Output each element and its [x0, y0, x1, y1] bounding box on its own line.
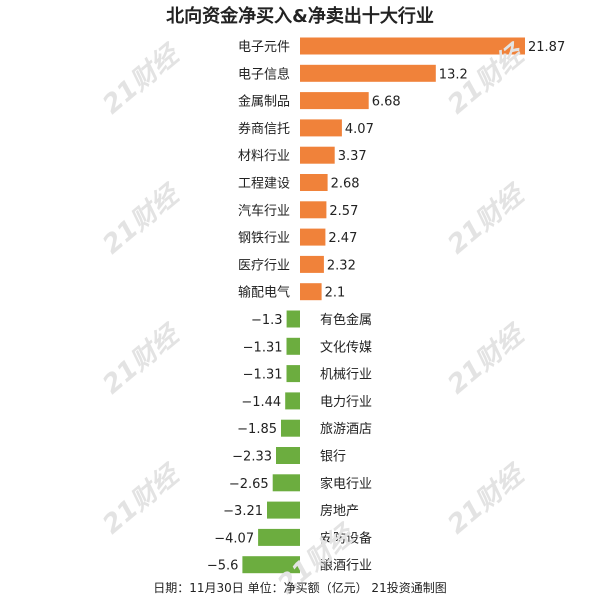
value-label: 6.68 [372, 95, 401, 110]
category-label: 房地产 [320, 503, 359, 519]
bar-1 [300, 64, 436, 82]
category-label: 电子信息 [238, 66, 290, 82]
category-label: 材料行业 [238, 149, 290, 164]
value-label: 2.57 [329, 204, 358, 219]
bar-9 [300, 283, 322, 301]
category-label: 酿酒行业 [320, 558, 372, 574]
category-label: 券商信托 [238, 121, 290, 137]
bar-7 [300, 228, 326, 246]
value-label: 2.68 [331, 177, 360, 192]
value-label: −2.33 [232, 450, 272, 465]
value-label: 2.1 [325, 286, 346, 301]
bar-3 [300, 119, 342, 137]
bar-18 [258, 528, 300, 546]
value-label: 13.2 [439, 67, 468, 82]
category-label: 文化传媒 [320, 340, 372, 355]
bar-15 [276, 447, 300, 464]
category-label: 输配电气 [238, 285, 290, 301]
value-label: 3.37 [338, 149, 367, 164]
category-label: 安防设备 [320, 530, 372, 546]
bar-13 [285, 392, 300, 410]
bar-2 [300, 92, 369, 110]
bar-14 [281, 419, 300, 437]
value-label: 2.47 [328, 231, 357, 246]
bar-16 [272, 474, 300, 492]
category-label: 银行 [320, 450, 346, 465]
bar-6 [300, 201, 327, 219]
chart-title: 北向资金净买入&净卖出十大行业 [166, 6, 434, 27]
value-label: −4.07 [214, 531, 254, 546]
bar-8 [300, 255, 324, 273]
category-label: 医疗行业 [238, 258, 290, 273]
bar-12 [286, 365, 300, 383]
bar-5 [300, 174, 328, 191]
value-label: −2.65 [229, 477, 269, 492]
category-label: 机械行业 [320, 368, 372, 383]
category-label: 电力行业 [320, 395, 372, 410]
value-label: 4.07 [345, 122, 374, 137]
value-label: −1.31 [243, 340, 283, 355]
category-label: 汽车行业 [238, 203, 290, 219]
category-label: 电子元件 [238, 40, 290, 55]
bar-11 [286, 337, 300, 355]
value-label: −1.3 [251, 313, 283, 328]
value-label: −1.31 [243, 368, 283, 383]
category-label: 旅游酒店 [320, 422, 372, 437]
category-label: 工程建设 [238, 177, 290, 192]
value-label: −3.21 [223, 504, 263, 519]
value-label: 21.87 [528, 40, 565, 55]
value-label: 2.32 [327, 258, 356, 273]
footnote: 日期：11月30日 单位：净买额（亿元） 21投资通制图 [153, 581, 447, 595]
category-label: 钢铁行业 [238, 231, 290, 246]
bar-10 [286, 310, 300, 328]
value-label: −1.85 [237, 422, 277, 437]
bar-4 [300, 146, 335, 164]
bar-0 [300, 37, 525, 55]
bar-19 [242, 556, 300, 574]
category-label: 家电行业 [320, 476, 372, 492]
category-label: 金属制品 [238, 94, 290, 110]
value-label: −1.44 [241, 395, 281, 410]
category-label: 有色金属 [320, 312, 372, 328]
value-label: −5.6 [207, 559, 239, 574]
bar-17 [267, 501, 300, 519]
